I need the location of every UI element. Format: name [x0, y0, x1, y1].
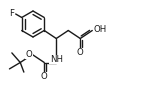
Text: O: O: [77, 48, 84, 57]
Text: OH: OH: [94, 25, 107, 34]
Text: F: F: [9, 9, 14, 18]
Text: O: O: [41, 72, 48, 81]
Text: NH: NH: [50, 55, 63, 64]
Text: O: O: [26, 50, 33, 59]
